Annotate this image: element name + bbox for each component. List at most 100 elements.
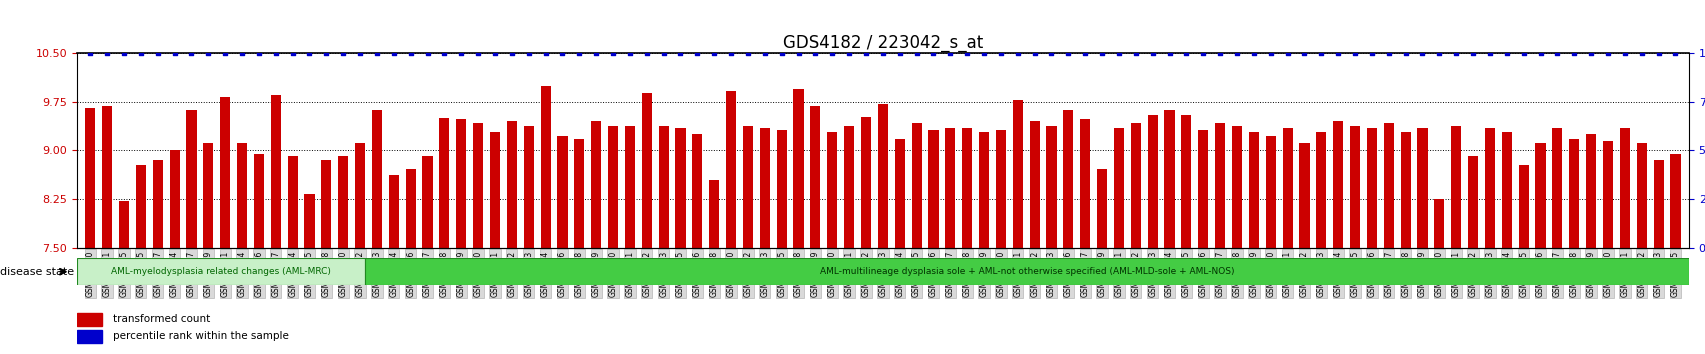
Bar (575, 139, 585, 248)
Text: percentile rank within the sample: percentile rank within the sample (113, 331, 288, 341)
Point (1308, 50, 1335, 56)
Bar (1483, 128, 1494, 248)
Bar (523, 126, 534, 248)
Point (1240, 50, 1267, 56)
Point (111, 50, 138, 56)
Point (1088, 50, 1115, 56)
Bar (1214, 123, 1224, 248)
Bar (254, 154, 264, 248)
Point (1475, 50, 1502, 56)
Bar (1282, 128, 1292, 248)
Point (750, 50, 777, 56)
Point (566, 50, 593, 56)
Bar (1586, 134, 1596, 248)
Point (852, 50, 880, 56)
Point (718, 50, 745, 56)
Bar (440, 118, 448, 248)
Point (1340, 50, 1367, 56)
Point (1323, 50, 1350, 56)
Point (430, 50, 457, 56)
Bar (152, 160, 162, 248)
Bar (558, 136, 568, 248)
Bar (355, 143, 365, 248)
Point (667, 50, 694, 56)
Point (1274, 50, 1301, 56)
Point (1425, 50, 1453, 56)
Bar (590, 121, 600, 248)
Bar (675, 128, 685, 248)
Bar (1635, 143, 1645, 248)
Bar (1147, 115, 1158, 248)
Bar (1552, 128, 1562, 248)
Bar (658, 126, 668, 248)
Bar (1265, 136, 1275, 248)
Bar (1028, 121, 1038, 248)
Point (1627, 50, 1654, 56)
Bar (77, 313, 102, 326)
Point (481, 50, 508, 56)
Bar (709, 180, 720, 248)
Bar (1400, 132, 1410, 248)
Point (598, 50, 626, 56)
Point (1105, 50, 1132, 56)
Bar (220, 97, 230, 248)
Bar (641, 93, 651, 248)
Point (447, 50, 474, 56)
Bar (136, 165, 147, 248)
Point (953, 50, 980, 56)
Bar (1366, 128, 1376, 248)
Point (970, 50, 997, 56)
Bar (119, 201, 130, 248)
Bar (1045, 126, 1055, 248)
FancyBboxPatch shape (365, 258, 1688, 285)
Bar (878, 104, 887, 248)
Point (414, 50, 442, 56)
Point (1257, 50, 1284, 56)
Bar (102, 106, 113, 248)
Bar (506, 121, 517, 248)
Text: disease state: disease state (0, 267, 73, 277)
Bar (1434, 199, 1444, 248)
Bar (1180, 115, 1190, 248)
Point (1222, 50, 1250, 56)
Point (77, 50, 104, 56)
Point (177, 50, 205, 56)
Bar (607, 126, 617, 248)
Point (1526, 50, 1553, 56)
Bar (1013, 100, 1023, 248)
Point (1291, 50, 1318, 56)
Point (143, 50, 170, 56)
Bar (1248, 132, 1258, 248)
Bar (1062, 110, 1072, 248)
Bar (759, 128, 769, 248)
Point (380, 50, 407, 56)
Point (650, 50, 677, 56)
Point (515, 50, 542, 56)
Bar (1603, 141, 1613, 248)
Point (128, 50, 155, 56)
Bar (472, 123, 483, 248)
Bar (186, 110, 196, 248)
Bar (338, 156, 348, 248)
Point (919, 50, 946, 56)
Point (733, 50, 760, 56)
Bar (893, 139, 904, 248)
Point (280, 50, 307, 56)
Point (1408, 50, 1436, 56)
Point (94, 50, 121, 56)
Point (767, 50, 795, 56)
Bar (169, 150, 179, 248)
Point (1560, 50, 1587, 56)
Bar (77, 330, 102, 343)
Point (684, 50, 711, 56)
Bar (844, 126, 854, 248)
Point (870, 50, 897, 56)
Bar (1349, 126, 1359, 248)
Bar (979, 132, 989, 248)
Point (464, 50, 491, 56)
Bar (389, 175, 399, 248)
Bar (996, 130, 1006, 248)
Point (1071, 50, 1098, 56)
Point (1644, 50, 1671, 56)
Point (1020, 50, 1047, 56)
